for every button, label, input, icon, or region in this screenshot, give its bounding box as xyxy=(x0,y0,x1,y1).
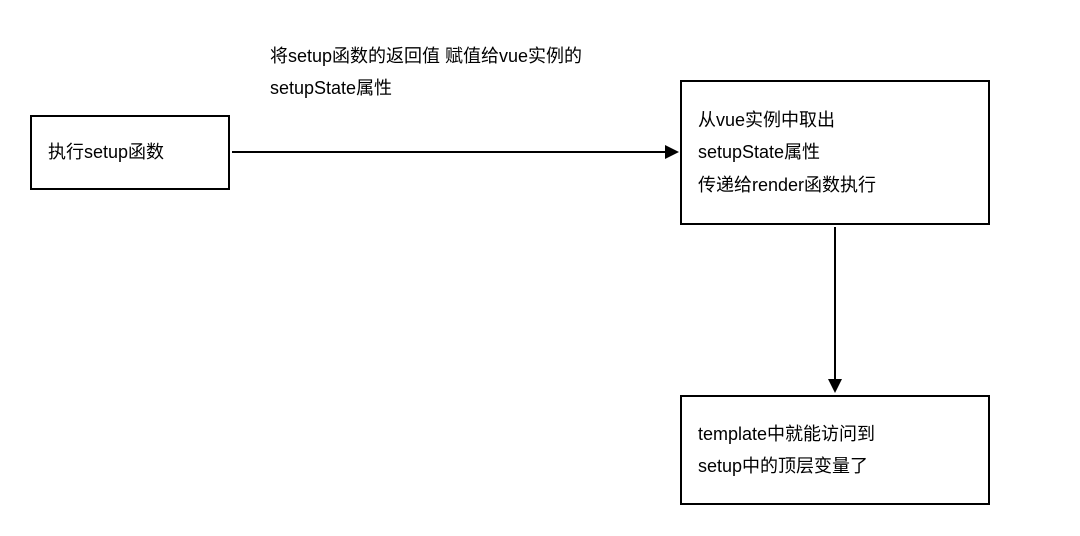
arrow-down-icon xyxy=(828,379,842,393)
flowchart-node-setupstate-render: 从vue实例中取出 setupState属性 传递给render函数执行 xyxy=(680,80,990,225)
flowchart-node-setup-exec: 执行setup函数 xyxy=(30,115,230,190)
node-text: 从vue实例中取出 setupState属性 传递给render函数执行 xyxy=(698,104,972,201)
edge-label: 将setup函数的返回值 赋值给vue实例的setupState属性 xyxy=(270,40,650,105)
arrow-right-icon xyxy=(665,145,679,159)
node-text: template中就能访问到 setup中的顶层变量了 xyxy=(698,418,972,483)
flowchart-node-template-access: template中就能访问到 setup中的顶层变量了 xyxy=(680,395,990,505)
edge-line xyxy=(232,151,666,153)
node-text: 执行setup函数 xyxy=(48,136,212,168)
edge-line xyxy=(834,227,836,379)
